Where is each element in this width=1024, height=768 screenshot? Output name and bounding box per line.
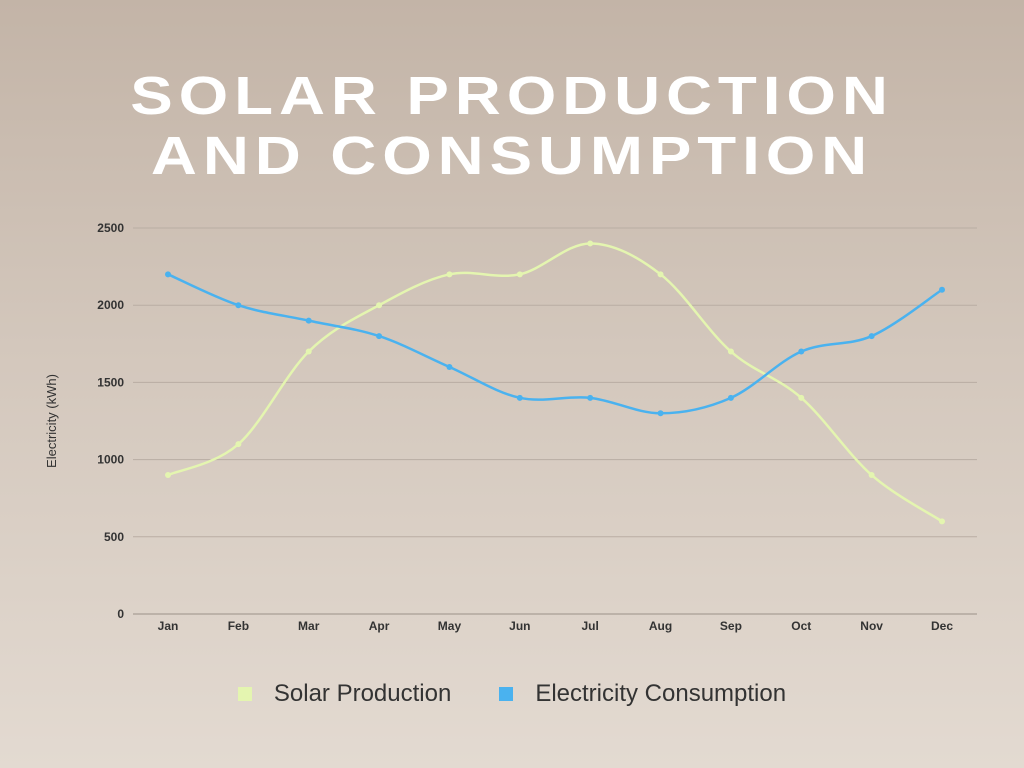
y-tick-label: 500 [104, 530, 124, 544]
y-tick-label: 2000 [97, 298, 124, 312]
data-point [305, 348, 312, 355]
x-tick-label: Sep [720, 619, 742, 633]
data-point [657, 410, 664, 417]
legend-item-consumption: Electricity Consumption [499, 680, 786, 708]
data-point [868, 472, 875, 479]
x-tick-label: Nov [860, 619, 883, 633]
legend-swatch [237, 687, 252, 701]
data-point [798, 348, 805, 355]
data-point [587, 240, 594, 247]
y-tick-label: 1500 [97, 375, 124, 389]
data-point [305, 317, 312, 324]
legend: Solar Production Electricity Consumption [0, 680, 1024, 708]
data-point [727, 394, 734, 401]
x-tick-label: Dec [931, 619, 953, 633]
data-point [516, 394, 523, 401]
data-point [446, 271, 453, 278]
data-point [235, 302, 242, 309]
data-point [235, 441, 242, 448]
data-point [516, 271, 523, 278]
chart-title: SOLAR PRODUCTION AND CONSUMPTION [0, 66, 1024, 186]
data-point [587, 394, 594, 401]
legend-swatch [499, 687, 514, 701]
x-tick-label: Oct [791, 619, 811, 633]
x-tick-label: Feb [228, 619, 249, 633]
data-point [868, 333, 875, 340]
x-tick-label: Jul [582, 619, 599, 633]
data-point [165, 271, 171, 278]
data-point [939, 518, 945, 525]
x-tick-label: Apr [369, 619, 390, 633]
data-point [798, 394, 805, 401]
data-point [727, 348, 734, 355]
data-point [165, 472, 171, 479]
data-point [939, 286, 945, 293]
legend-item-solar: Solar Production [237, 680, 452, 708]
title-line-2: AND CONSUMPTION [150, 126, 874, 186]
x-tick-label: Mar [298, 619, 320, 633]
data-point [657, 271, 664, 278]
series-line [167, 242, 943, 523]
x-tick-label: Jun [509, 619, 530, 633]
y-tick-label: 1000 [97, 453, 124, 467]
data-point [446, 363, 453, 370]
legend-label: Solar Production [273, 680, 452, 707]
y-axis-label: Electricity (kWh) [44, 374, 59, 468]
data-point [376, 333, 383, 340]
series-line [167, 273, 943, 415]
data-point [376, 302, 383, 309]
x-tick-label: Aug [649, 619, 672, 633]
title-line-1: SOLAR PRODUCTION [130, 66, 894, 126]
y-tick-label: 0 [117, 607, 124, 621]
legend-label: Electricity Consumption [535, 680, 787, 707]
x-tick-label: May [438, 619, 462, 633]
y-tick-label: 2500 [97, 221, 124, 235]
x-tick-label: Jan [158, 619, 179, 633]
